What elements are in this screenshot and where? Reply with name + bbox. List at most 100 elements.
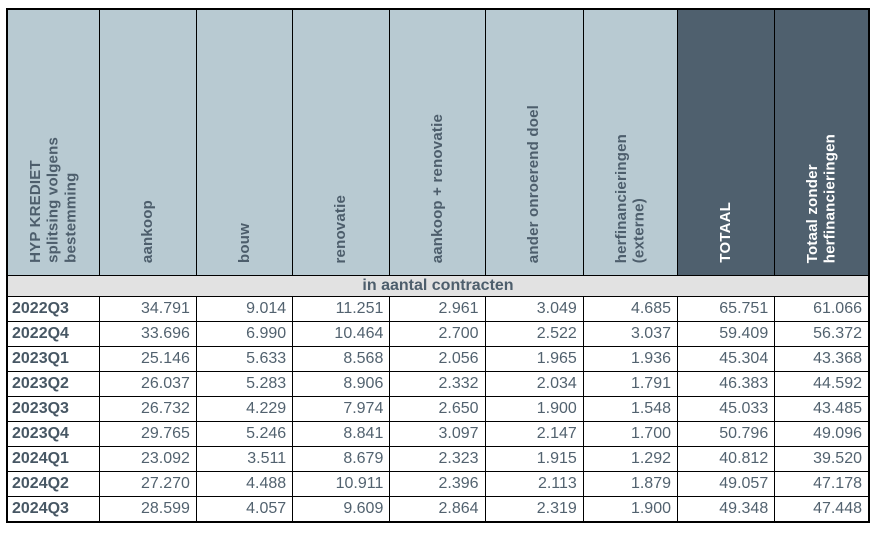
row-period-label: 2024Q1 — [6, 446, 100, 472]
value-cell: 50.796 — [676, 421, 776, 447]
row-period-label: 2022Q4 — [6, 321, 100, 347]
value-cell: 27.270 — [98, 471, 197, 497]
value-cell: 1.292 — [582, 446, 679, 472]
value-cell: 2.056 — [389, 346, 486, 372]
section-banner: in aantal contracten — [6, 275, 870, 297]
table-row: 2024Q3 28.599 4.057 9.609 2.864 2.319 1.900 49.… — [6, 496, 870, 523]
value-cell: 2.864 — [389, 496, 486, 523]
table-row: 2023Q2 26.037 5.283 8.906 2.332 2.034 1.791 46.… — [6, 371, 870, 397]
hyp-krediet-table: HYP KREDIET splitsing volgens bestemming… — [6, 8, 870, 523]
column-header-renovatie: renovatie — [292, 8, 391, 276]
value-cell: 5.283 — [195, 371, 294, 397]
column-header-ander-onroerend-doel: ander onroerend doel — [484, 8, 584, 276]
row-period-label: 2024Q3 — [6, 496, 100, 523]
column-header-renovatie-label: renovatie — [332, 194, 350, 264]
table-body: 2022Q3 34.791 9.014 11.251 2.961 3.049 4.685 65… — [6, 296, 870, 523]
table-row: 2022Q3 34.791 9.014 11.251 2.961 3.049 4.685 65… — [6, 296, 870, 322]
value-cell: 4.229 — [195, 396, 294, 422]
column-header-aankoop: aankoop — [98, 8, 197, 276]
value-cell: 65.751 — [676, 296, 776, 322]
value-cell: 39.520 — [774, 446, 870, 472]
value-cell: 10.911 — [292, 471, 391, 497]
value-cell: 49.057 — [676, 471, 776, 497]
value-cell: 2.961 — [389, 296, 486, 322]
value-cell: 45.033 — [676, 396, 776, 422]
header-row: HYP KREDIET splitsing volgens bestemming… — [6, 8, 870, 276]
value-cell: 28.599 — [98, 496, 197, 523]
column-header-aankoop-renovatie-label: aankoop + renovatie — [428, 113, 446, 263]
value-cell: 47.448 — [774, 496, 870, 523]
value-cell: 4.685 — [582, 296, 679, 322]
column-header-aankoop-label: aankoop — [138, 199, 156, 263]
row-period-label: 2022Q3 — [6, 296, 100, 322]
value-cell: 1.900 — [582, 496, 679, 523]
column-header-totaal-zonder-label: Totaal zonder herfinancieringen — [803, 133, 839, 263]
value-cell: 26.037 — [98, 371, 197, 397]
sheet: HYP KREDIET splitsing volgens bestemming… — [6, 8, 870, 523]
table-row: 2022Q4 33.696 6.990 10.464 2.700 2.522 3.037 59… — [6, 321, 870, 347]
value-cell: 49.348 — [676, 496, 776, 523]
column-header-totaal-zonder: Totaal zonder herfinancieringen — [774, 8, 870, 276]
value-cell: 2.650 — [389, 396, 486, 422]
column-header-aankoop-renovatie: aankoop + renovatie — [389, 8, 486, 276]
column-header-title: HYP KREDIET splitsing volgens bestemming — [6, 8, 100, 276]
value-cell: 1.915 — [484, 446, 584, 472]
value-cell: 2.113 — [484, 471, 584, 497]
value-cell: 3.097 — [389, 421, 486, 447]
table-row: 2023Q1 25.146 5.633 8.568 2.056 1.965 1.936 45.… — [6, 346, 870, 372]
value-cell: 59.409 — [676, 321, 776, 347]
value-cell: 7.974 — [292, 396, 391, 422]
column-header-ander-onroerend-doel-label: ander onroerend doel — [525, 104, 543, 263]
value-cell: 3.049 — [484, 296, 584, 322]
column-header-herfinancieringen: herfinancieringen (externe) — [582, 8, 679, 276]
value-cell: 33.696 — [98, 321, 197, 347]
row-period-label: 2024Q2 — [6, 471, 100, 497]
value-cell: 3.511 — [195, 446, 294, 472]
table-row: 2023Q3 26.732 4.229 7.974 2.650 1.900 1.548 45.… — [6, 396, 870, 422]
value-cell: 5.246 — [195, 421, 294, 447]
value-cell: 3.037 — [582, 321, 679, 347]
value-cell: 2.319 — [484, 496, 584, 523]
row-period-label: 2023Q1 — [6, 346, 100, 372]
value-cell: 1.700 — [582, 421, 679, 447]
value-cell: 2.396 — [389, 471, 486, 497]
row-period-label: 2023Q2 — [6, 371, 100, 397]
column-header-bouw-label: bouw — [235, 223, 253, 263]
value-cell: 9.014 — [195, 296, 294, 322]
value-cell: 1.965 — [484, 346, 584, 372]
value-cell: 9.609 — [292, 496, 391, 523]
value-cell: 6.990 — [195, 321, 294, 347]
value-cell: 2.332 — [389, 371, 486, 397]
value-cell: 43.485 — [774, 396, 870, 422]
value-cell: 11.251 — [292, 296, 391, 322]
value-cell: 47.178 — [774, 471, 870, 497]
value-cell: 8.841 — [292, 421, 391, 447]
value-cell: 1.900 — [484, 396, 584, 422]
value-cell: 56.372 — [774, 321, 870, 347]
value-cell: 2.034 — [484, 371, 584, 397]
value-cell: 46.383 — [676, 371, 776, 397]
value-cell: 61.066 — [774, 296, 870, 322]
value-cell: 29.765 — [98, 421, 197, 447]
value-cell: 8.679 — [292, 446, 391, 472]
value-cell: 2.147 — [484, 421, 584, 447]
column-header-title-label: HYP KREDIET splitsing volgens bestemming — [26, 137, 80, 263]
value-cell: 45.304 — [676, 346, 776, 372]
value-cell: 1.879 — [582, 471, 679, 497]
value-cell: 5.633 — [195, 346, 294, 372]
value-cell: 2.700 — [389, 321, 486, 347]
value-cell: 26.732 — [98, 396, 197, 422]
value-cell: 8.906 — [292, 371, 391, 397]
column-header-totaal: TOTAAL — [676, 8, 776, 276]
value-cell: 1.791 — [582, 371, 679, 397]
value-cell: 23.092 — [98, 446, 197, 472]
table-row: 2023Q4 29.765 5.246 8.841 3.097 2.147 1.700 50.… — [6, 421, 870, 447]
value-cell: 25.146 — [98, 346, 197, 372]
value-cell: 2.522 — [484, 321, 584, 347]
value-cell: 8.568 — [292, 346, 391, 372]
column-header-herfinancieringen-label: herfinancieringen (externe) — [612, 133, 648, 263]
value-cell: 44.592 — [774, 371, 870, 397]
value-cell: 40.812 — [676, 446, 776, 472]
value-cell: 43.368 — [774, 346, 870, 372]
value-cell: 49.096 — [774, 421, 870, 447]
